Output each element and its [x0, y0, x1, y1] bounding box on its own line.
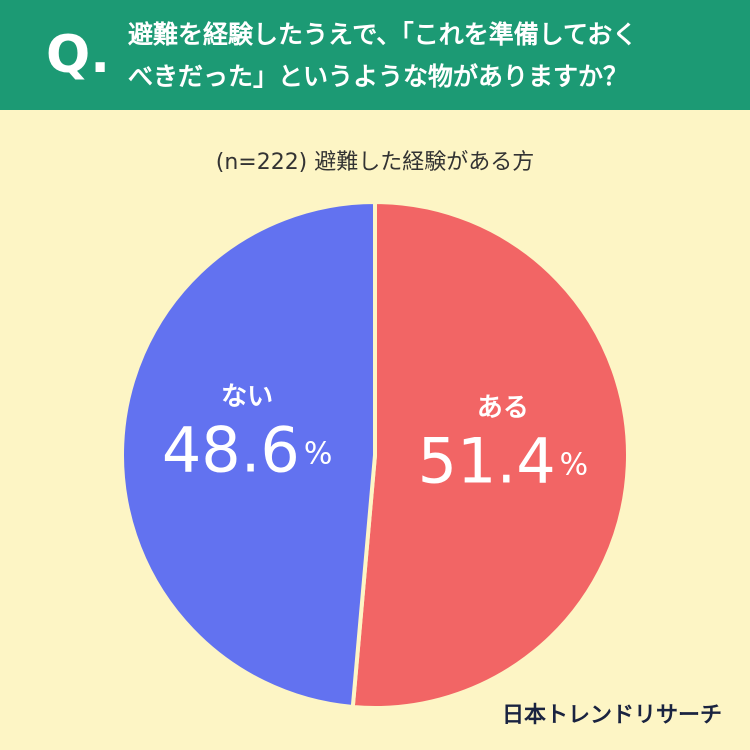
- pie-slice: [120, 199, 377, 710]
- slice-category: ある: [477, 393, 529, 423]
- slice-category: ない: [221, 382, 273, 412]
- title-line: 避難を経験したうえで、「これを準備しておく: [128, 20, 637, 49]
- value-unit: %: [560, 447, 589, 482]
- value-number: 51.4: [418, 425, 556, 498]
- header: [0, 0, 750, 110]
- subtitle: (n=222) 避難した経験がある方: [216, 150, 535, 175]
- source: 日本トレンドリサーチ: [502, 703, 722, 728]
- slice-value-label: 51.4%: [418, 425, 589, 498]
- slice-value-label: 48.6%: [162, 413, 333, 486]
- value-unit: %: [304, 436, 333, 471]
- badge: Q.: [46, 25, 110, 85]
- title-line: べきだった」というような物がありますか？: [128, 62, 628, 91]
- pie-slice: [350, 199, 630, 710]
- value-number: 48.6: [162, 413, 300, 486]
